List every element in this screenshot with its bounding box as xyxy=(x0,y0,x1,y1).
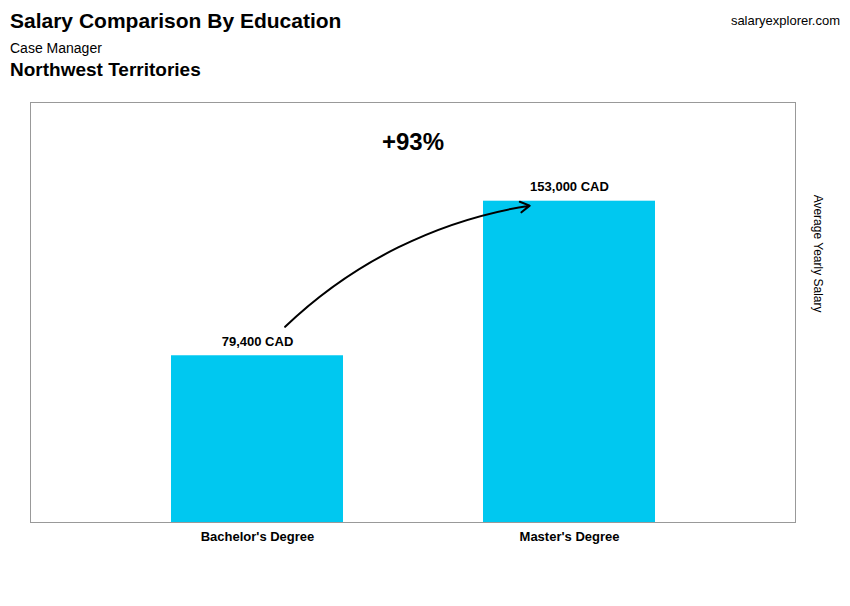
html-text:Case Manager: Case Manager xyxy=(10,40,102,56)
html-text:salaryexplorer.com: salaryexplorer.com xyxy=(730,13,840,28)
html-text:Northwest Territories: Northwest Territories xyxy=(10,59,201,80)
svg-text:153,000 CAD: 153,000 CAD xyxy=(530,179,609,194)
svg-text:+93%: +93% xyxy=(382,128,444,155)
svg-text:Average Yearly Salary: Average Yearly Salary xyxy=(811,195,825,313)
svg-text:Bachelor's Degree: Bachelor's Degree xyxy=(201,529,315,544)
svg-text:Master's Degree: Master's Degree xyxy=(520,529,620,544)
html-text:Salary Comparison By Education: Salary Comparison By Education xyxy=(10,9,342,32)
svg-text:79,400 CAD: 79,400 CAD xyxy=(222,334,294,349)
